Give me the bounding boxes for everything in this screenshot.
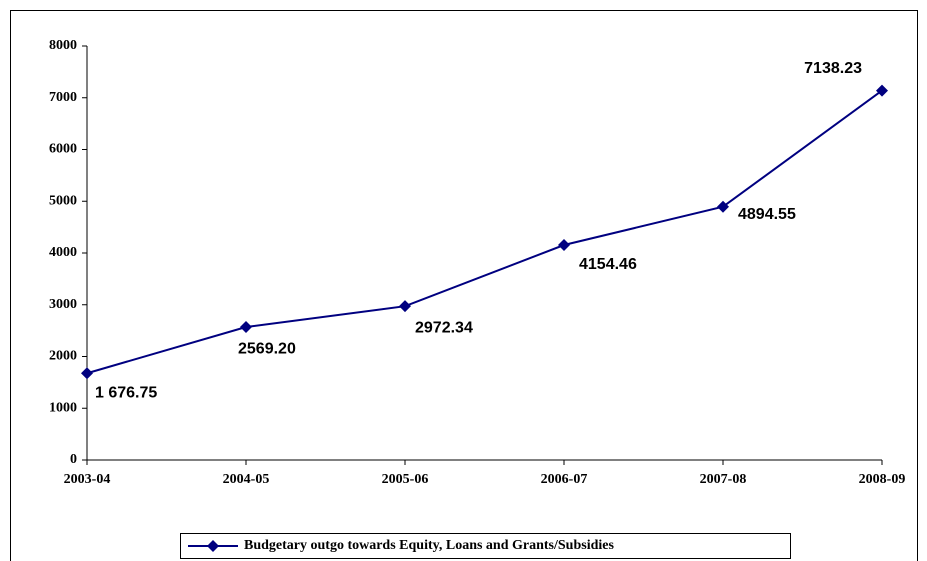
marker: [240, 321, 252, 334]
y-tick-label: 4000: [49, 245, 77, 260]
y-tick-label: 6000: [49, 142, 77, 157]
legend-marker: [207, 540, 219, 552]
data-label: 1 676.75: [95, 384, 157, 401]
data-label: 2972.34: [415, 319, 473, 336]
data-label: 4894.55: [738, 206, 796, 223]
x-tick-label: 2008-09: [859, 472, 906, 487]
x-tick-label: 2004-05: [223, 472, 270, 487]
y-tick-label: 8000: [49, 38, 77, 53]
marker: [558, 239, 570, 252]
data-label: 7138.23: [804, 60, 862, 77]
x-tick-label: 2006-07: [541, 472, 588, 487]
marker: [81, 367, 93, 380]
y-tick-label: 7000: [49, 90, 77, 105]
data-label: 2569.20: [238, 340, 296, 357]
y-tick-label: 5000: [49, 193, 77, 208]
y-tick-label: 1000: [49, 400, 77, 415]
y-tick-label: 0: [70, 452, 77, 467]
x-tick-label: 2003-04: [64, 472, 111, 487]
marker: [717, 200, 729, 213]
y-tick-label: 3000: [49, 297, 77, 312]
y-tick-label: 2000: [49, 349, 77, 364]
chart-frame: [10, 10, 918, 561]
x-tick-label: 2007-08: [700, 472, 747, 487]
x-tick-label: 2005-06: [382, 472, 429, 487]
data-label: 4154.46: [579, 256, 637, 273]
marker: [399, 300, 411, 313]
legend-label: Budgetary outgo towards Equity, Loans an…: [244, 538, 614, 553]
series-line: [86, 89, 883, 375]
legend-box: [180, 533, 791, 559]
marker: [876, 84, 888, 97]
